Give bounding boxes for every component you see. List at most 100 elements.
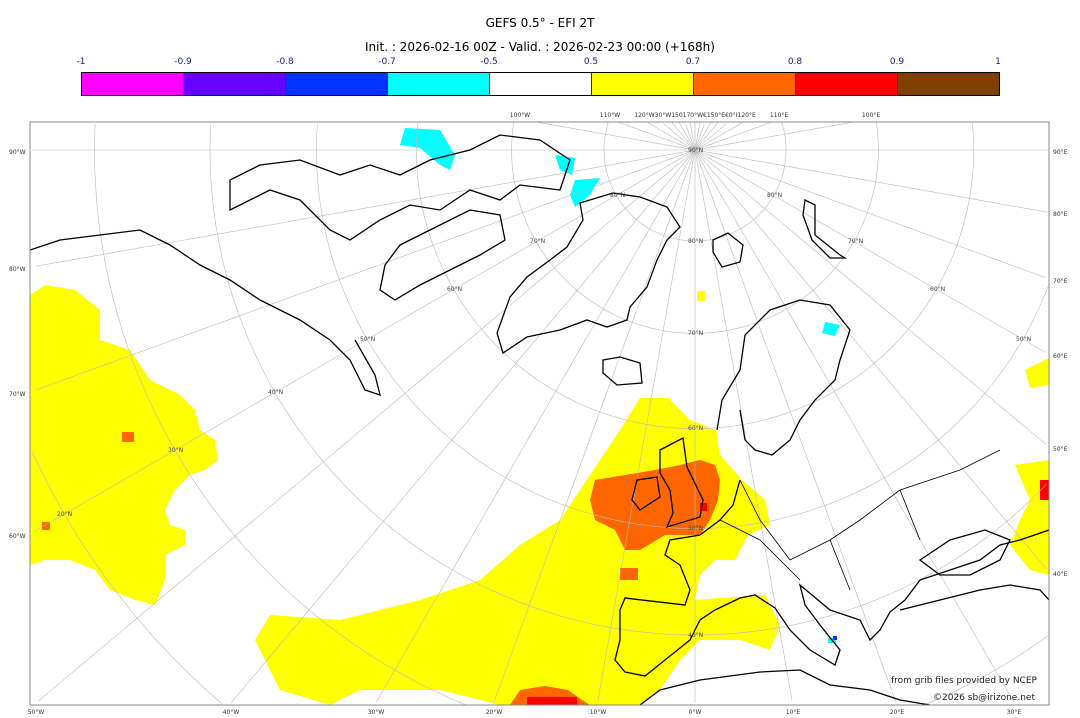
meridian-line (663, 123, 696, 151)
efi-area-red (527, 697, 577, 705)
meridian-line (694, 122, 712, 151)
meridian-line (694, 122, 743, 151)
meridian-line (694, 149, 793, 701)
efi-area-cyan (400, 128, 455, 170)
axis-label: 110°W (600, 112, 620, 119)
meridian-line (694, 122, 853, 151)
coast-borders (719, 449, 1001, 591)
axis-label: 20°E (890, 709, 905, 716)
latitude-line (94, 123, 1049, 705)
right-axis-labels: 90°E 80°E 70°E 60°E 50°E 40°E (1053, 149, 1068, 578)
coast-britain (659, 436, 704, 529)
colorbar-tick: 0.8 (787, 57, 803, 67)
efi-area-red (1040, 480, 1049, 500)
axis-label: 70°E (1053, 278, 1068, 285)
colorbar-tick: 0.9 (889, 57, 905, 67)
meridian-line (493, 149, 696, 704)
latitude-labels: 90°N 80°N 80°N 80°N 70°N 70°N 70°N 60°N … (57, 147, 1031, 639)
colorbar-swatch (592, 73, 694, 95)
colorbar-tick: 1 (995, 57, 1001, 67)
meridian-line (617, 122, 696, 151)
top-axis-labels: 100°W 110°W 120°W30°W150170°W€150°E€0°I1… (510, 112, 881, 119)
coast-canada-islands (229, 134, 571, 241)
axis-label: 80°W (9, 266, 26, 273)
colorbar-tick: -0.5 (480, 57, 498, 67)
meridian-line (34, 149, 696, 532)
meridian-line (694, 122, 719, 151)
lat-label: 80°N (767, 192, 782, 199)
lat-label: 20°N (57, 511, 72, 518)
latitude-line (209, 124, 1048, 636)
bottom-axis-labels: 50°W 40°W 30°W 20°W 10°W 0°W 10°E 20°E 3… (28, 709, 1022, 716)
axis-label: 100°W (510, 112, 530, 119)
lat-label: 60°N (688, 425, 703, 432)
lat-label: 40°N (268, 389, 283, 396)
colorbar-swatch (184, 73, 286, 95)
meridian-line (597, 149, 696, 701)
colorbar-swatch (694, 73, 796, 95)
colorbar-tick: 0.7 (685, 57, 701, 67)
colorbar-swatch (796, 73, 898, 95)
coast-continent (614, 479, 1049, 677)
efi-area-yellow-left (30, 285, 218, 605)
axis-label: 100°E (862, 112, 880, 119)
coast-iceland (602, 356, 643, 386)
axis-label: 110°E (770, 112, 788, 119)
efi-shading (30, 128, 1049, 705)
efi-area-orange-small (620, 568, 638, 580)
colorbar-tick: -0.8 (276, 57, 294, 67)
axis-label: 20°W (486, 709, 503, 716)
meridian-line (694, 123, 727, 151)
coast-scandinavia (716, 299, 851, 456)
meridian-line (694, 149, 1046, 445)
colorbar-tick: -0.9 (174, 57, 192, 67)
lat-label: 80°N (688, 238, 703, 245)
axis-label: 60°W (9, 533, 26, 540)
latitude-line (32, 451, 223, 704)
colorbar (81, 72, 1000, 96)
coast-turkey (899, 584, 1049, 611)
data-credit: from grib files provided by NCEP (891, 676, 1037, 686)
colorbar-swatch (388, 73, 490, 95)
axis-label: 10°E (786, 709, 801, 716)
lat-label: 70°N (688, 330, 703, 337)
lat-label: 80°N (610, 192, 625, 199)
axis-label: 50°E (1053, 446, 1068, 453)
lat-label: 50°N (688, 525, 703, 532)
meridian-line (376, 149, 696, 703)
efi-area-orange-small (122, 432, 134, 442)
coastlines (30, 134, 1049, 705)
axis-label: 0°W (689, 709, 702, 716)
meridian-line (690, 123, 696, 151)
meridian-line (230, 149, 696, 703)
lat-label: 30°N (168, 447, 183, 454)
meridian-line (647, 122, 696, 151)
axis-label: 40°E (1053, 571, 1068, 578)
left-axis-labels: 90°W 80°W 70°W 60°W (9, 149, 26, 540)
axis-label: 50°W (28, 709, 45, 716)
axis-label: 80°E (1053, 211, 1068, 218)
meridian-line (694, 149, 1046, 353)
lat-label: 50°N (360, 336, 375, 343)
coast-north-africa (639, 669, 931, 705)
meridian-line (694, 149, 1014, 703)
axis-label: 10°W (590, 709, 607, 716)
efi-area-orange-small (42, 522, 50, 530)
meridian-line (694, 149, 1047, 570)
efi-area-cyan (570, 178, 600, 207)
efi-area-orange-uk (590, 460, 720, 550)
coast-svalbard (712, 232, 744, 268)
efi-area-yellow-east2 (1025, 358, 1049, 388)
graticule (32, 122, 1049, 705)
coast-ireland (631, 476, 661, 511)
efi-area-yellow-small (697, 291, 705, 301)
colorbar-tick: -0.7 (378, 57, 396, 67)
lat-label: 40°N (688, 632, 703, 639)
efi-area-blue (833, 636, 837, 640)
colorbar-swatch (286, 73, 388, 95)
axis-label: 30°W (368, 709, 385, 716)
efi-area-yellow-east (1010, 460, 1049, 575)
meridian-line (694, 149, 1048, 213)
lat-label: 50°N (1016, 336, 1031, 343)
